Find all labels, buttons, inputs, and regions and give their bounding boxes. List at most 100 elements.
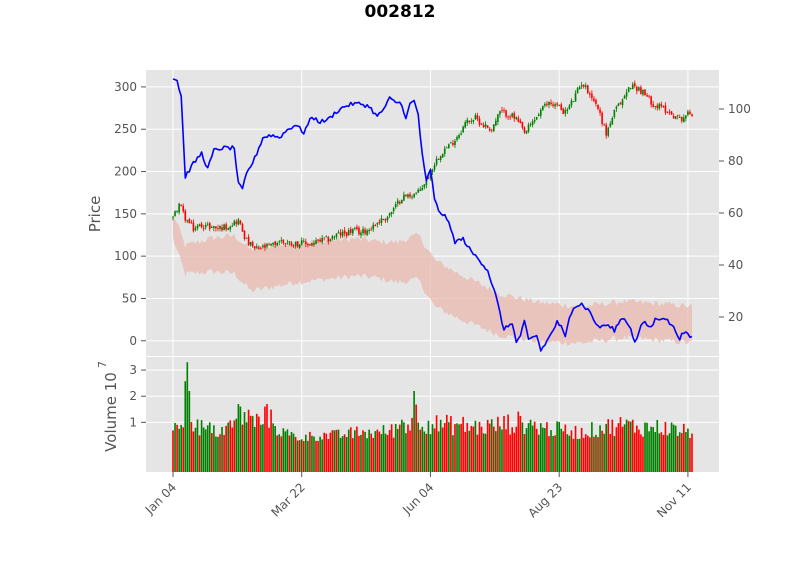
volume-bar: [329, 432, 332, 472]
right-tick-label: 60: [728, 206, 743, 220]
volume-bar: [495, 431, 497, 472]
candle-body: [478, 118, 481, 125]
candle-body: [582, 84, 585, 87]
candle-body: [685, 115, 687, 119]
volume-bar: [233, 420, 236, 472]
candle-body: [437, 158, 440, 160]
volume-bar: [582, 437, 585, 472]
price-tick-label: 250: [114, 122, 137, 136]
candle-body: [605, 124, 607, 136]
volume-bar: [262, 424, 264, 472]
volume-bar: [605, 424, 607, 472]
volume-bar: [623, 424, 626, 472]
volume-bar: [597, 437, 599, 472]
volume-bar: [376, 429, 379, 472]
price-y-ticks: 0 50 100 150 200 250 300: [114, 80, 146, 348]
volume-bar: [433, 428, 436, 472]
candle-body: [562, 108, 565, 114]
candle-body: [351, 229, 354, 234]
candle-body: [262, 245, 264, 248]
volume-bar: [435, 415, 438, 472]
volume-bar: [578, 438, 581, 472]
candle-body: [337, 232, 340, 234]
volume-bar: [586, 435, 589, 472]
volume-bar: [546, 422, 548, 472]
volume-bar: [633, 432, 636, 472]
volume-bar: [515, 426, 518, 472]
volume-bar: [462, 416, 464, 472]
candle-body: [343, 230, 346, 234]
volume-bar: [313, 436, 315, 472]
candle-body: [662, 106, 665, 107]
volume-bar: [211, 433, 213, 472]
candle-body: [501, 110, 503, 111]
candle-body: [572, 101, 575, 103]
volume-bar: [521, 422, 524, 472]
candle-body: [202, 228, 205, 229]
volume-bar: [525, 428, 528, 472]
candle-body: [570, 100, 573, 106]
x-ticks: Jan 04 Mar 22 Jun 04 Aug 23 Nov 11: [142, 472, 694, 520]
volume-bar: [613, 436, 616, 472]
candle-body: [580, 85, 583, 87]
candle-body: [396, 200, 399, 204]
volume-bar: [366, 438, 368, 472]
candle-body: [329, 239, 332, 242]
candle-body: [409, 194, 411, 197]
price-band-area: [173, 212, 692, 346]
volume-bar: [672, 424, 675, 472]
volume-bar: [327, 438, 330, 472]
volume-bar: [509, 434, 511, 472]
candle-body: [488, 128, 491, 131]
volume-bar: [468, 430, 471, 472]
volume-bar: [599, 425, 601, 472]
volume-bar: [629, 421, 632, 472]
candle-body: [176, 211, 178, 213]
candle-body: [276, 243, 279, 246]
volume-bar: [601, 430, 603, 472]
candle-body: [382, 219, 385, 221]
candle-body: [560, 104, 563, 110]
volume-bar: [227, 422, 229, 472]
candle-body: [441, 153, 444, 158]
candle-body: [415, 192, 417, 194]
candle-body: [286, 242, 289, 244]
volume-bar: [403, 422, 405, 472]
candle-body: [380, 218, 383, 223]
volume-bar: [266, 404, 268, 472]
volume-bar: [580, 427, 583, 472]
volume-bar: [576, 438, 579, 472]
candle-body: [674, 116, 677, 120]
volume-bar: [595, 434, 597, 472]
x-tick-label: Jan 04: [142, 480, 179, 517]
candle-body: [341, 231, 344, 237]
volume-bar: [644, 422, 646, 472]
candle-body: [233, 220, 236, 226]
candle-body: [368, 229, 370, 232]
volume-bar: [560, 428, 563, 472]
candle-body: [619, 102, 622, 105]
candle-body: [638, 87, 640, 91]
volume-tick-label: 2: [129, 389, 137, 403]
candle-body: [533, 119, 536, 122]
volume-bar: [245, 422, 248, 472]
volume-bar: [198, 435, 201, 472]
candle-body: [317, 239, 319, 241]
candle-body: [568, 105, 571, 110]
volume-bar: [638, 429, 640, 472]
volume-bar: [539, 423, 542, 472]
volume-bar: [184, 381, 187, 472]
volume-bar: [642, 436, 644, 472]
volume-bar: [409, 430, 411, 472]
volume-bar: [558, 421, 561, 472]
volume-tick-label: 1: [129, 415, 137, 429]
candle-body: [249, 242, 252, 246]
volume-bar: [666, 435, 669, 472]
volume-bar: [178, 428, 180, 472]
candle-body: [411, 196, 413, 198]
candle-body: [374, 225, 377, 226]
candle-body: [413, 194, 415, 198]
volume-bar: [627, 421, 630, 472]
candle-body: [390, 211, 393, 214]
volume-bar: [282, 428, 285, 472]
